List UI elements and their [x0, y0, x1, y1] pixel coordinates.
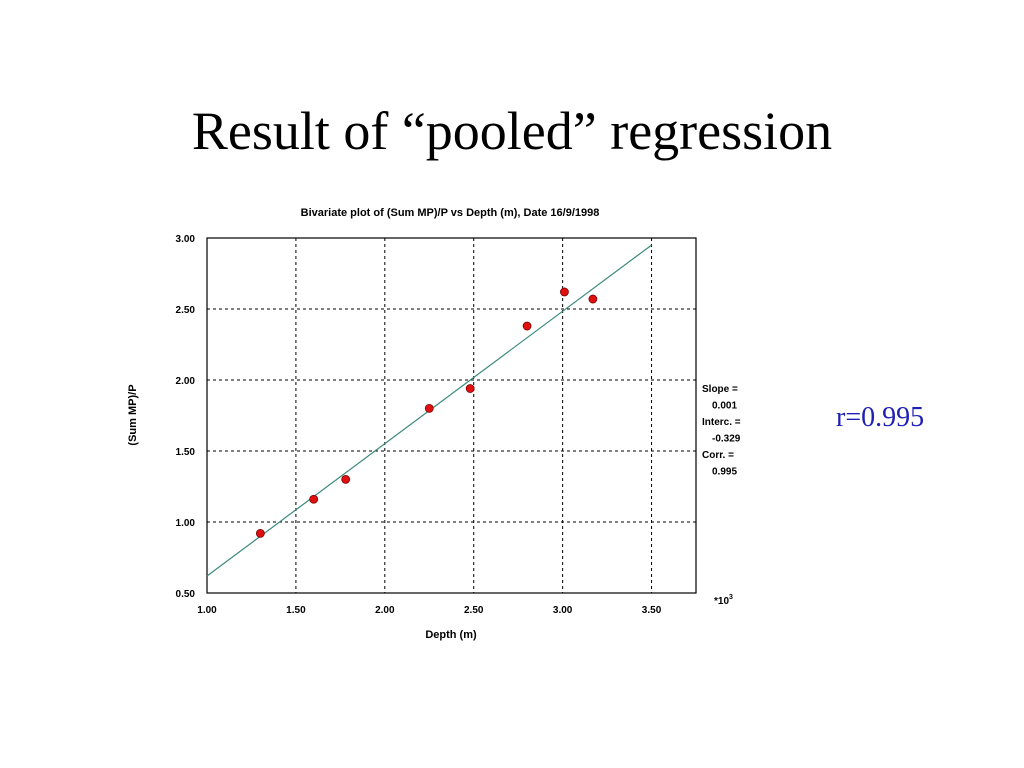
x-axis-label: Depth (m): [425, 629, 477, 641]
data-point: [588, 294, 598, 304]
data-point: [255, 528, 265, 538]
x-tick-label: 2.00: [375, 605, 395, 616]
data-point: [341, 474, 351, 484]
y-tick-label: 2.50: [176, 305, 196, 316]
x-tick-label: 1.50: [286, 605, 306, 616]
y-tick-label: 3.00: [176, 234, 196, 245]
correlation-annotation: r=0.995: [836, 402, 925, 433]
stat-value: 0.001: [712, 401, 737, 412]
x-tick-label: 3.50: [642, 605, 662, 616]
chart-title: Bivariate plot of (Sum MP)/P vs Depth (m…: [301, 207, 600, 219]
y-tick-label: 0.50: [176, 589, 196, 600]
data-point: [465, 384, 475, 393]
slide-title: Result of “pooled” regression: [191, 101, 833, 161]
stat-label: Interc. =: [702, 417, 741, 428]
data-point: [560, 287, 569, 297]
y-tick-label: 1.50: [176, 447, 196, 458]
x-multiplier-exponent: 3: [729, 594, 733, 601]
y-tick-label: 2.00: [176, 376, 196, 387]
plot-frame: [206, 237, 697, 594]
x-multiplier-base: *10: [714, 596, 729, 607]
x-tick-label: 2.50: [464, 605, 484, 616]
y-axis-label: (Sum MP)/P: [127, 384, 139, 445]
data-point: [522, 321, 532, 331]
stat-value: -0.329: [712, 434, 741, 445]
stat-label: Corr. =: [702, 450, 734, 461]
stat-label: Slope =: [702, 384, 738, 395]
y-tick-labels: 0.50 1.00 1.50 2.00 2.50 3.00: [176, 234, 196, 600]
y-tick-label: 1.00: [176, 518, 196, 529]
grid-lines: [207, 238, 696, 593]
x-tick-label: 1.00: [197, 605, 217, 616]
stat-value: 0.995: [712, 467, 737, 478]
regression-stats: Slope = 0.001 Interc. = -0.329 Corr. = 0.995: [702, 384, 741, 478]
data-point: [309, 494, 319, 504]
x-tick-labels: 1.00 1.50 2.00 2.50 3.00 3.50: [197, 605, 661, 616]
x-axis-multiplier: *103: [714, 594, 733, 607]
data-point: [424, 403, 434, 413]
data-points: [255, 287, 598, 538]
x-tick-label: 3.00: [553, 605, 573, 616]
